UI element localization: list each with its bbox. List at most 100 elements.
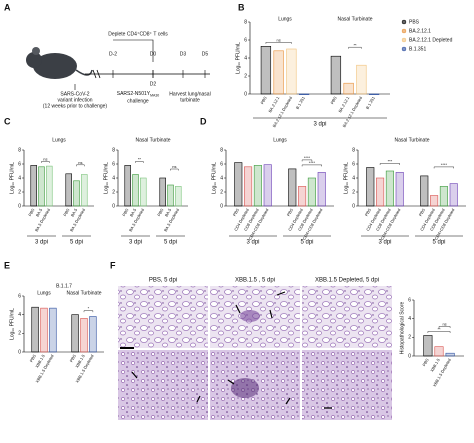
- legend-label: B.1.351: [409, 46, 426, 52]
- significance-label: ns: [172, 164, 176, 169]
- y-axis-label: Log₁₀ PFU/mL: [9, 162, 15, 194]
- x-tick-label: BA.5: [70, 207, 79, 218]
- significance-bracket: [83, 310, 94, 313]
- chart-title: Nasal Turbinate: [135, 137, 170, 143]
- y-axis-label: Log₁₀ PFU/mL: [103, 162, 109, 194]
- panel-label: F: [110, 260, 116, 270]
- bar: [356, 64, 367, 95]
- bar: [439, 186, 448, 207]
- bar: [343, 82, 354, 95]
- y-axis-label: Log₁₀ PFU/mL: [9, 308, 15, 340]
- y-tick-label: 0: [352, 203, 355, 209]
- significance-bracket: [438, 326, 451, 328]
- category-label: 5 dpi: [164, 240, 177, 246]
- bar: [376, 177, 385, 207]
- x-tick-label: PBS: [418, 207, 426, 217]
- significance-label: *: [88, 306, 90, 311]
- y-axis-label: Log₁₀ PFU/mL: [235, 42, 241, 74]
- legend-label: BA.2.12.1 Depleted: [409, 37, 453, 43]
- y-tick-label: 0: [18, 203, 21, 209]
- legend-marker: [401, 37, 407, 43]
- bar: [430, 195, 439, 207]
- category-label: 5 dpi: [300, 240, 313, 246]
- x-tick-label: PBS: [259, 95, 267, 105]
- challenge-label: challenge: [127, 98, 149, 104]
- bar: [260, 45, 272, 95]
- category-label: 3 dpi: [378, 240, 391, 246]
- bar: [307, 177, 316, 207]
- bar: [423, 335, 433, 357]
- x-tick-label: BA.2.12.1: [267, 95, 281, 113]
- bar: [434, 346, 444, 357]
- significance-bracket: [301, 159, 313, 162]
- arrow: [131, 291, 332, 409]
- bar: [273, 50, 284, 95]
- y-tick-label: 4: [112, 175, 115, 181]
- x-tick-label: PBS: [62, 207, 70, 217]
- x-axis-label: 3 dpi: [313, 122, 326, 128]
- histology-image: [118, 350, 208, 420]
- y-tick-label: 6: [18, 161, 21, 167]
- bar: [40, 307, 48, 353]
- bar: [449, 183, 458, 207]
- significance-label: ns: [43, 156, 47, 161]
- y-tick-label: 2: [352, 189, 355, 195]
- significance-label: **: [138, 156, 142, 161]
- legend-label: BA.2.12.1: [409, 28, 431, 34]
- image-label: XBB.1.5 Depleted, 5 dpi: [315, 278, 379, 284]
- bar: [38, 166, 45, 207]
- significance-bracket: [348, 47, 362, 49]
- challenge-label: SARS2-N501YMA30: [117, 91, 160, 97]
- panel-label: D: [200, 116, 207, 126]
- y-tick-label: 6: [18, 293, 21, 299]
- category-label: 3 dpi: [246, 240, 259, 246]
- bar: [395, 172, 404, 207]
- y-tick-label: 2: [408, 335, 411, 341]
- harvest-label: Harvest lung/nasal: [169, 91, 210, 97]
- x-tick-label: PBS: [421, 357, 429, 367]
- y-tick-label: 2: [112, 189, 115, 195]
- significance-label: ****: [441, 162, 448, 167]
- category-label: 5 dpi: [432, 240, 445, 246]
- bar: [159, 177, 166, 207]
- bar: [330, 55, 342, 95]
- bar: [175, 186, 182, 207]
- y-tick-label: 0: [408, 353, 411, 359]
- y-tick-label: 6: [408, 297, 411, 303]
- mouse: [33, 53, 77, 79]
- bar: [234, 162, 243, 207]
- harvest-label: turbinate: [180, 97, 200, 103]
- break: [92, 69, 101, 79]
- y-tick-label: 6: [112, 161, 115, 167]
- x-tick-label: BA.5: [35, 207, 44, 218]
- y-tick-label: 4: [18, 312, 21, 318]
- significance-label: ****: [304, 155, 311, 160]
- y-tick-label: 4: [220, 175, 223, 181]
- day-label: D2: [150, 81, 157, 87]
- significance-label: ****: [309, 160, 316, 165]
- bar: [286, 48, 297, 95]
- day-label: D3: [180, 51, 187, 57]
- day-label: D5: [202, 51, 209, 57]
- bar: [80, 318, 88, 353]
- day-label: D0: [150, 51, 157, 57]
- bracket: [113, 39, 154, 62]
- y-tick-label: 4: [244, 55, 247, 61]
- significance-label: ns: [277, 37, 281, 42]
- significance-bracket: [433, 166, 454, 169]
- bar: [298, 93, 310, 95]
- y-tick-label: 6: [244, 37, 247, 43]
- x-tick-label: BA.5: [129, 207, 138, 218]
- panel-label: B: [238, 2, 245, 12]
- bar: [317, 172, 326, 207]
- panel-label: E: [4, 260, 10, 270]
- bar: [30, 165, 37, 207]
- x-tick-label: BA.2.12.1: [337, 95, 351, 113]
- bar: [73, 180, 80, 207]
- panel-label: A: [4, 2, 11, 12]
- y-tick-label: 0: [244, 91, 247, 97]
- bar: [132, 174, 139, 207]
- y-tick-label: 2: [220, 189, 223, 195]
- histology: PBS, 5 dpi XBB.1.5 , 5 dpi XBB.1.5 Deple…: [118, 278, 392, 420]
